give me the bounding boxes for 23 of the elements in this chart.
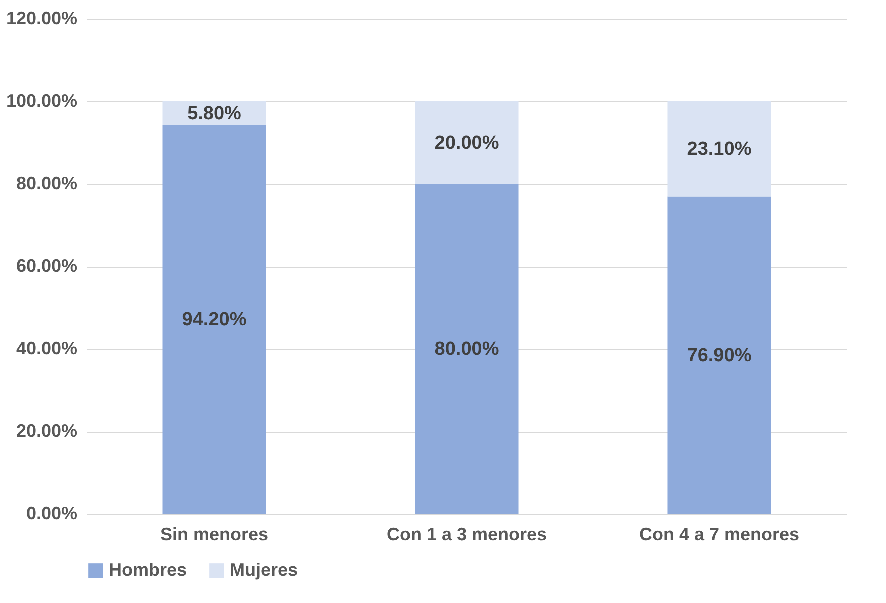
bar (162, 125, 266, 514)
bar (668, 102, 772, 197)
data-label: 76.90% (687, 345, 752, 366)
data-label: 80.00% (434, 339, 500, 360)
legend-label: Hombres (109, 560, 188, 580)
x-tick-label: Sin menores (160, 524, 269, 544)
y-tick-label: 60.00% (16, 256, 78, 276)
data-label: 23.10% (687, 139, 752, 160)
y-tick-label: 120.00% (6, 8, 78, 28)
y-tick-label: 80.00% (16, 174, 78, 194)
bar (415, 102, 519, 184)
bar (668, 196, 772, 514)
legend-label: Mujeres (230, 560, 298, 580)
data-label: 94.20% (182, 310, 247, 331)
data-label: 20.00% (434, 132, 500, 154)
x-tick-label: Con 1 a 3 menores (386, 524, 548, 544)
y-tick-label: 20.00% (16, 421, 78, 441)
y-tick-label: 40.00% (16, 338, 78, 358)
y-tick-label: 0.00% (26, 504, 78, 524)
y-tick-label: 100.00% (6, 91, 78, 111)
bar (415, 184, 519, 514)
data-label: 5.80% (188, 103, 242, 124)
x-tick-label: Con 4 a 7 menores (639, 524, 800, 544)
